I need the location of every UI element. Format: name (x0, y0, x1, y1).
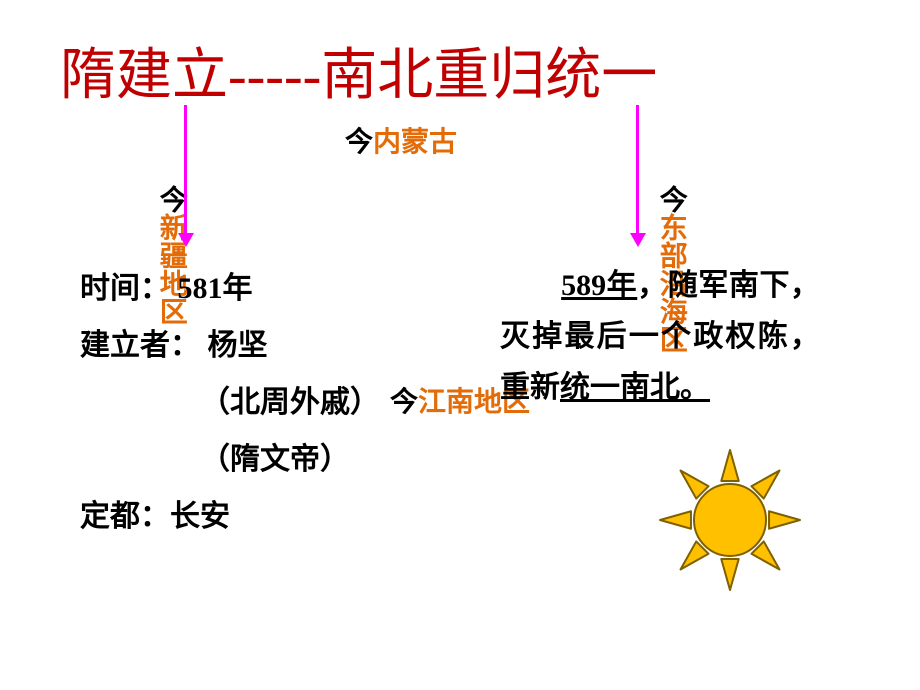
right-info-block: 空空589年，随军南下，灭掉最后一个政权陈，重新统一南北。 (500, 260, 820, 413)
arrow-left-head (178, 233, 194, 247)
sun-icon (640, 430, 820, 610)
prefix-today: 今 (656, 185, 687, 213)
prefix-today: 今 (345, 127, 373, 158)
arrow-right-line (636, 105, 639, 235)
underline-year: 589年 (561, 269, 637, 302)
arrow-left-line (184, 105, 187, 235)
left-info-block: 时间： 581年 建立者： 杨坚 （北周外戚） （隋文帝） 定都：长安 (80, 260, 440, 545)
line-emperor: （隋文帝） (80, 431, 440, 488)
line-time: 时间： 581年 (80, 260, 440, 317)
line-capital: 定都：长安 (80, 488, 440, 545)
region-name: 内蒙古 (373, 127, 457, 158)
prefix-today: 今 (156, 185, 187, 213)
label-inner-mongolia: 今内蒙古 (345, 120, 457, 160)
arrow-right-head (630, 233, 646, 247)
line-founder: 建立者： 杨坚 (80, 317, 440, 374)
line-relation: （北周外戚） (80, 374, 440, 431)
slide-title: 隋建立-----南北重归统一 (60, 30, 657, 111)
underline-unify: 统一南北。 (560, 371, 710, 404)
